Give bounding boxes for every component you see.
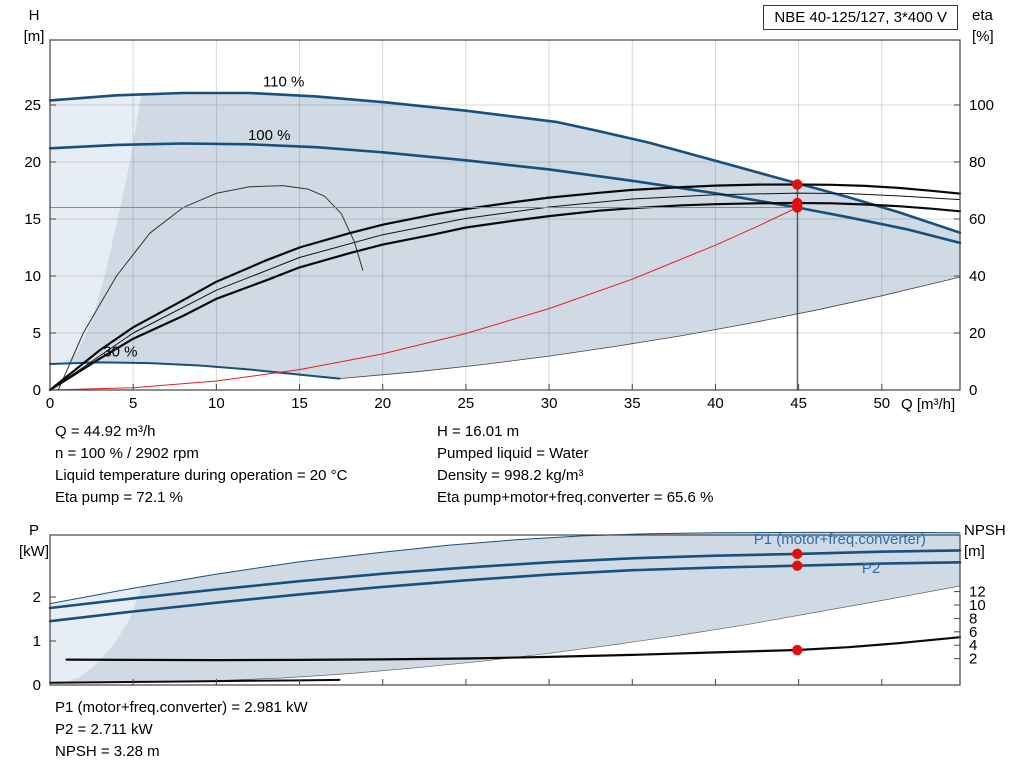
y-right-tick-label: 20: [969, 325, 986, 342]
info-density: Density = 998.2 kg/m³: [437, 467, 584, 484]
curve-text-label: P1 (motor+freq.converter): [754, 531, 926, 548]
curve-text-label: 110 %: [263, 74, 304, 91]
x-tick-label: 25: [458, 395, 475, 412]
max-flow-locus-line: [339, 276, 961, 380]
eta-pump-curve: [48, 183, 962, 392]
x-tick-label: 45: [790, 395, 807, 412]
x-tick-label: 20: [374, 395, 391, 412]
y-right-tick-label: 100: [969, 97, 994, 114]
x-tick-label: 0: [46, 395, 54, 412]
power-info: P1 (motor+freq.converter) = 2.981 kW P2 …: [55, 697, 308, 763]
y-left-tick-label: 1: [33, 633, 41, 650]
pump-model-box: NBE 40-125/127, 3*400 V: [763, 5, 958, 30]
curve-text-label: P2: [862, 560, 880, 577]
y-left-tick-label: 10: [24, 268, 41, 285]
y-right-tick-label: 12: [969, 584, 986, 601]
info-pumped-liquid: Pumped liquid = Water: [437, 445, 589, 462]
y-right-tick-label: 40: [969, 268, 986, 285]
duty-point-marker: [792, 202, 803, 213]
y-right-tick-label: 0: [969, 382, 977, 399]
flow-axis-label: Q [m³/h]: [901, 396, 956, 413]
power-envelope: [50, 532, 960, 683]
x-tick-label: 50: [873, 395, 890, 412]
y-left-tick-label: 20: [24, 154, 41, 171]
info-npsh: NPSH = 3.28 m: [55, 743, 160, 760]
x-tick-label: 30: [541, 395, 558, 412]
info-flow: Q = 44.92 m³/h: [55, 423, 156, 440]
info-eta-total: Eta pump+motor+freq.converter = 65.6 %: [437, 489, 714, 506]
y-right-tick-label: 2: [969, 651, 977, 668]
speed-110-curve: [48, 91, 962, 234]
y-left-tick-label: 25: [24, 97, 41, 114]
y-left-tick-label: 5: [33, 325, 41, 342]
duty-point-marker: [792, 179, 803, 190]
p1-curve: [48, 549, 962, 610]
p2-curve: [48, 560, 962, 623]
operating-point-info-col2: H = 16.01 m Pumped liquid = Water Densit…: [437, 421, 713, 509]
operating-point-info-col1: Q = 44.92 m³/h n = 100 % / 2902 rpm Liqu…: [55, 421, 347, 509]
y-right-tick-label: 60: [969, 211, 986, 228]
curve-text-label: 30 %: [103, 343, 137, 360]
duty-point-marker: [792, 560, 803, 571]
npsh-axis-label: NPSH [m]: [964, 522, 1006, 560]
system-curve: [49, 207, 798, 391]
duty-point-marker: [792, 644, 803, 656]
y-right-tick-label: 4: [969, 637, 977, 654]
x-tick-label: 15: [291, 395, 308, 412]
y-left-tick-label: 0: [33, 382, 41, 399]
low-flow-region: [50, 93, 142, 364]
y-left-tick-label: 2: [33, 589, 41, 606]
info-p2: P2 = 2.711 kW: [55, 721, 153, 738]
y-right-tick-label: 8: [969, 610, 977, 627]
head-axis-label: H [m]: [23, 7, 45, 45]
npsh-curve: [65, 636, 962, 662]
plot-frame: [49, 534, 961, 686]
x-tick-label: 35: [624, 395, 641, 412]
info-eta-pump: Eta pump = 72.1 %: [55, 489, 183, 506]
eta-total-curve: [48, 201, 962, 392]
power-envelope-top-edge: [49, 531, 961, 605]
info-speed: n = 100 % / 2902 rpm: [55, 445, 199, 462]
eta-axis-label: eta [%]: [972, 7, 994, 45]
info-liquid-temperature: Liquid temperature during operation = 20…: [55, 467, 348, 484]
x-tick-label: 10: [208, 395, 225, 412]
speed-30-curve: [49, 361, 341, 380]
curve-text-label: 100 %: [248, 127, 291, 144]
eta-reduced-speed-arc: [57, 185, 364, 391]
info-head: H = 16.01 m: [437, 423, 520, 440]
speed-100-curve: [48, 142, 962, 245]
y-right-tick-label: 80: [969, 154, 986, 171]
x-tick-label: 5: [129, 395, 137, 412]
power-axis-label: P [kW]: [19, 522, 49, 560]
operating-envelope: [50, 93, 960, 379]
x-tick-label: 40: [707, 395, 724, 412]
y-left-tick-label: 15: [24, 211, 41, 228]
y-left-tick-label: 0: [33, 677, 41, 694]
y-right-tick-label: 6: [969, 624, 977, 641]
y-right-tick-label: 10: [969, 597, 986, 614]
plot-frame: [49, 39, 961, 391]
info-p1: P1 (motor+freq.converter) = 2.981 kW: [55, 699, 308, 716]
duty-point-marker: [792, 548, 803, 560]
